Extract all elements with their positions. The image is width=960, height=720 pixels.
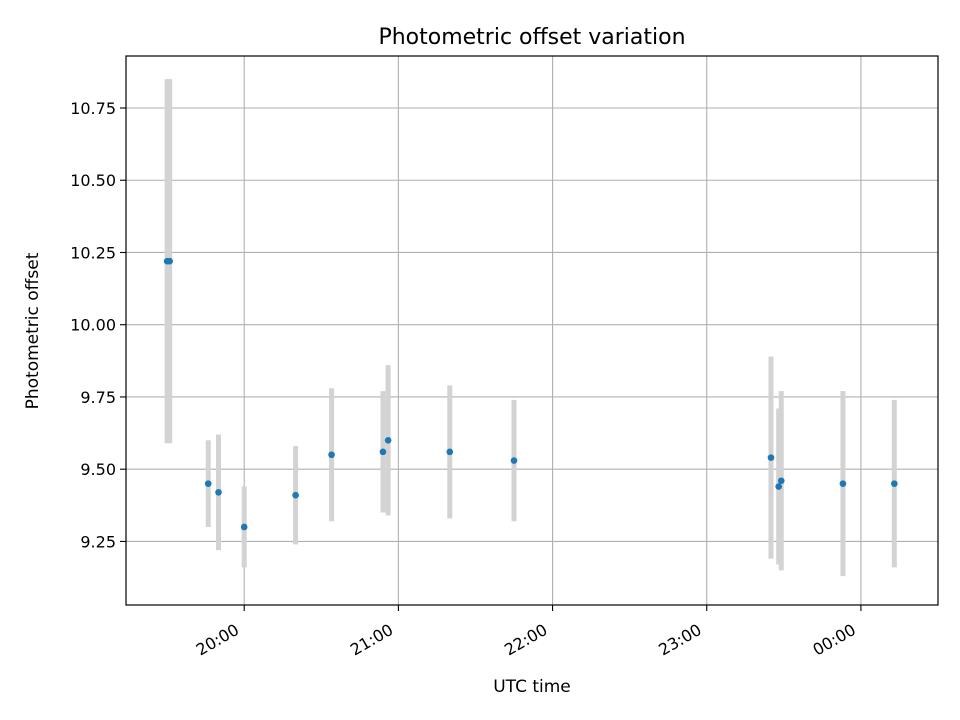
plot-frame	[125, 55, 939, 606]
data-points	[163, 257, 898, 531]
data-point	[215, 489, 222, 496]
data-point	[839, 480, 847, 487]
y-tick-label: 10.50	[70, 171, 116, 190]
y-tick-label: 10.00	[70, 316, 116, 335]
data-point	[775, 483, 782, 490]
data-point	[204, 480, 212, 487]
data-point	[767, 454, 775, 461]
x-axis-label: UTC time	[493, 677, 571, 697]
data-point	[328, 451, 335, 459]
y-axis-label: Photometric offset	[23, 252, 43, 409]
data-point	[891, 480, 898, 487]
data-point	[384, 437, 392, 444]
y-axis-ticks: 9.25 9.50 9.75 10.00 10.25 10.50 10.75	[70, 99, 126, 551]
y-tick-label: 9.50	[80, 460, 116, 479]
chart-title: Photometric offset variation	[378, 25, 685, 50]
data-point	[292, 491, 299, 499]
data-point	[379, 448, 387, 456]
data-point	[240, 523, 248, 531]
data-point	[446, 448, 454, 456]
y-tick-label: 9.25	[80, 532, 116, 551]
data-point	[777, 477, 785, 485]
data-point	[510, 457, 518, 464]
grid-lines	[126, 56, 938, 605]
y-tick-label: 10.25	[70, 243, 116, 262]
plot-area	[126, 56, 938, 605]
data-point	[166, 257, 173, 265]
y-tick-label: 9.75	[80, 388, 116, 407]
y-tick-label: 10.75	[70, 99, 116, 118]
